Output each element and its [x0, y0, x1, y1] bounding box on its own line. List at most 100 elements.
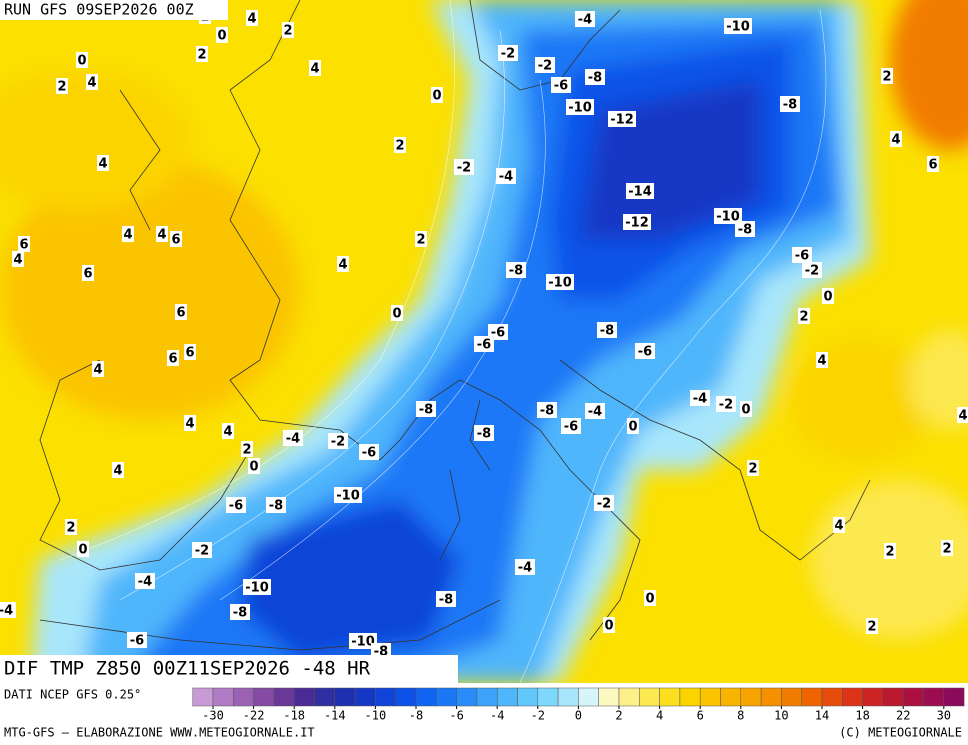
label-box — [391, 305, 403, 321]
contour-label: 2 — [867, 620, 876, 635]
label-box — [18, 236, 30, 252]
scale-swatch — [842, 687, 863, 707]
contour-label: -10 — [568, 101, 592, 116]
label-box — [881, 68, 893, 84]
label-box — [546, 274, 574, 290]
contour-label: -12 — [610, 113, 634, 128]
label-box — [866, 618, 878, 634]
contour-label: -10 — [548, 276, 572, 291]
label-box — [603, 617, 615, 633]
contour-label: 0 — [432, 89, 441, 104]
label-box — [575, 11, 595, 27]
label-box — [170, 231, 182, 247]
scale-swatch — [862, 687, 884, 707]
scale-swatch — [476, 687, 498, 707]
contour-label: 2 — [416, 233, 425, 248]
scale-tick-label: 2 — [615, 709, 622, 723]
contour-label: -2 — [195, 544, 209, 559]
scale-swatch — [253, 687, 275, 707]
label-box — [359, 444, 379, 460]
scale-swatch — [537, 687, 559, 707]
label-box — [127, 632, 147, 648]
contour-label: -4 — [588, 405, 602, 420]
label-box — [196, 46, 208, 62]
contour-label: -2 — [597, 497, 611, 512]
scale-swatch — [781, 687, 802, 707]
scale-swatch — [517, 687, 539, 707]
contour-label: 4 — [185, 417, 194, 432]
label-box — [65, 519, 77, 535]
contour-label: 4 — [958, 409, 967, 424]
contour-label: -12 — [625, 216, 649, 231]
contour-label: 4 — [113, 464, 122, 479]
scale-swatch — [557, 687, 579, 707]
contour-label: -10 — [716, 210, 740, 225]
scale-tick-label: -2 — [531, 709, 545, 723]
contour-label: 4 — [247, 12, 256, 27]
color-scale: -30 -22 -18 -14 -10 -8 -6 -4 -2 0 2 4 6 8 10 14 18 22 30 — [192, 687, 965, 723]
field-title: DIF TMP Z850 00Z11SEP2026 -48 HR — [4, 658, 371, 680]
contour-label: -6 — [795, 249, 809, 264]
contour-label: 0 — [249, 460, 258, 475]
label-box — [792, 247, 812, 263]
scale-swatch — [598, 687, 620, 707]
contour-label: 0 — [741, 403, 750, 418]
label-box — [716, 396, 736, 412]
contour-label: -8 — [783, 98, 797, 113]
contour-label: 2 — [66, 521, 75, 536]
label-box — [230, 604, 250, 620]
contour-label: -6 — [362, 446, 376, 461]
label-box — [77, 541, 89, 557]
contour-label: 0 — [392, 307, 401, 322]
contour-label: -6 — [229, 499, 243, 514]
contour-label: -2 — [805, 264, 819, 279]
label-box — [246, 10, 258, 26]
scale-swatch — [395, 687, 417, 707]
contour-label: -2 — [538, 59, 552, 74]
label-box — [415, 231, 427, 247]
scale-swatch — [293, 687, 315, 707]
contour-label: 4 — [98, 157, 107, 172]
label-box — [241, 441, 253, 457]
scale-swatch — [273, 687, 295, 707]
label-box — [724, 18, 752, 34]
contour-label: -10 — [351, 635, 375, 650]
contour-label: 2 — [395, 139, 404, 154]
contour-label: 4 — [93, 363, 102, 378]
label-box — [122, 226, 134, 242]
contour-label: 2 — [283, 24, 292, 39]
contour-label: 0 — [217, 29, 226, 44]
scale-swatch — [923, 687, 945, 707]
contour-label: 4 — [817, 354, 826, 369]
contour-label: 4 — [310, 62, 319, 77]
label-box — [282, 22, 294, 38]
scale-tick-label: -4 — [490, 709, 504, 723]
label-box — [884, 543, 896, 559]
scale-swatch — [821, 687, 843, 707]
contour-label: 2 — [799, 310, 808, 325]
contour-label: -8 — [439, 593, 453, 608]
scale-swatch — [192, 687, 214, 707]
label-box — [535, 57, 555, 73]
label-box — [184, 415, 196, 431]
contour-label: -4 — [0, 604, 13, 619]
contour-label: -8 — [233, 606, 247, 621]
contour-label: -6 — [130, 634, 144, 649]
label-box — [112, 462, 124, 478]
label-box — [56, 78, 68, 94]
contour-label: -4 — [693, 392, 707, 407]
label-box — [498, 45, 518, 61]
label-box — [627, 418, 639, 434]
label-box — [337, 256, 349, 272]
contour-label: 2 — [242, 443, 251, 458]
copyright-text: (C) METEOGIORNALE — [839, 726, 962, 740]
label-box — [608, 111, 636, 127]
contour-label: 6 — [171, 233, 180, 248]
scale-swatch — [902, 687, 924, 707]
scale-tick-label: -6 — [449, 709, 463, 723]
label-box — [226, 497, 246, 513]
contour-label: 4 — [13, 253, 22, 268]
scale-tick-label: -10 — [365, 709, 387, 723]
contour-label: 2 — [748, 462, 757, 477]
